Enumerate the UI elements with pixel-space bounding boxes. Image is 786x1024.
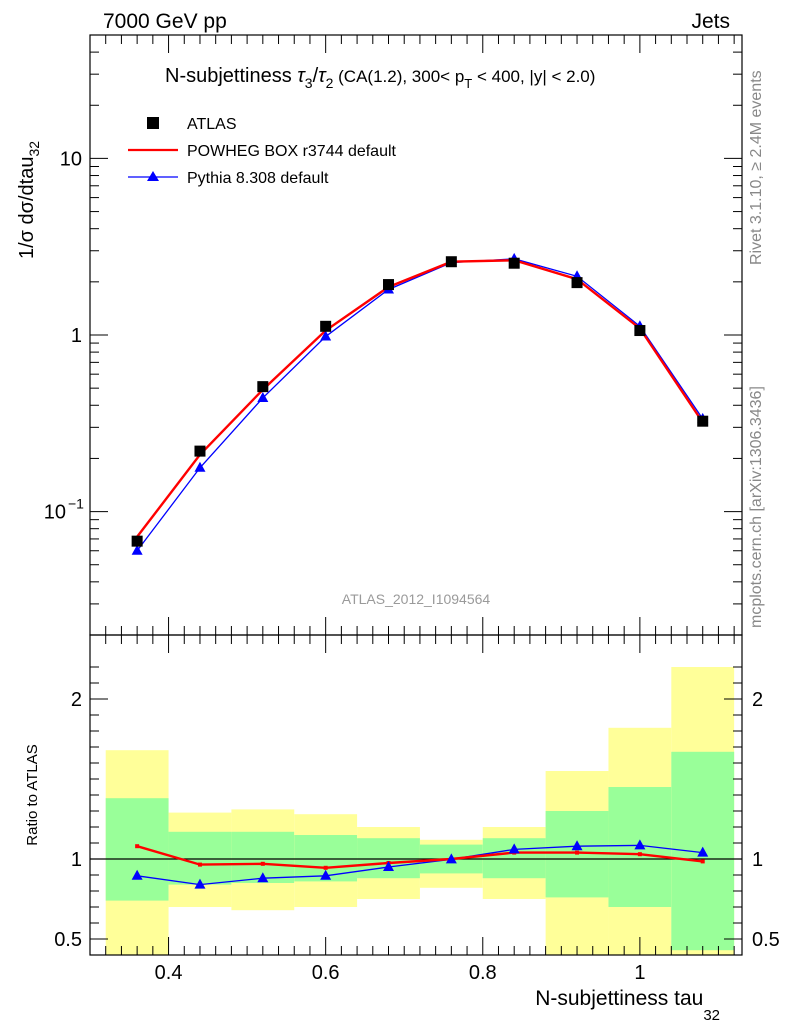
pythia-point xyxy=(131,544,143,555)
powheg-line xyxy=(136,259,704,538)
legend-atlas-marker xyxy=(147,117,159,129)
ratio-pythia-line xyxy=(137,844,703,886)
ratio-pythia-point xyxy=(131,869,143,880)
atlas-data-point xyxy=(383,279,395,291)
ratio-y-tick-label: 2 xyxy=(71,689,82,711)
ratio-pythia-point xyxy=(320,869,332,880)
main-y-axis-label: 1/σ dσ/dtau32 xyxy=(16,141,42,259)
x-tick-label: 0.6 xyxy=(312,962,340,984)
ratio-axis-ticks: 0.5 0.5 1 1 2 2 0.4 0.6 0.8 1 xyxy=(54,635,780,984)
x-tick-label: 0.8 xyxy=(469,962,497,984)
atlas-data-point xyxy=(131,535,143,547)
legend-pythia-marker xyxy=(147,171,159,181)
atlas-data-point xyxy=(508,257,520,269)
ratio-powheg-point xyxy=(197,862,202,867)
ratio-series-group xyxy=(131,839,709,889)
ratio-band-stat xyxy=(357,838,420,879)
pythia-point xyxy=(257,391,269,402)
pythia-line xyxy=(136,258,704,552)
header-process-label: Jets xyxy=(691,10,730,33)
ratio-y-tick-label: 0.5 xyxy=(54,929,82,951)
atlas-data-point xyxy=(257,381,269,393)
x-axis-label: N-subjettiness tau32 xyxy=(535,987,720,1024)
ratio-y-tick-label: 1 xyxy=(71,849,82,871)
chart-title: N-subjettiness τ3/τ2 (CA(1.2), 300< pT <… xyxy=(165,65,595,91)
header-energy-label: 7000 GeV pp xyxy=(103,10,227,33)
rivet-version-label: Rivet 3.1.10, ≥ 2.4M events xyxy=(748,70,765,265)
ratio-pythia-point xyxy=(508,843,520,854)
ratio-powheg-point xyxy=(323,865,328,870)
ratio-y-axis-label: Ratio to ATLAS xyxy=(24,744,41,845)
ratio-pythia-point xyxy=(571,840,583,851)
ratio-y-tick-label-right: 0.5 xyxy=(752,929,780,951)
ratio-powheg-point xyxy=(135,844,140,849)
ratio-pythia-point xyxy=(257,872,269,883)
ratio-powheg-line xyxy=(136,845,703,870)
ratio-powheg-point xyxy=(575,850,580,855)
legend-powheg-label: POWHEG BOX r3744 default xyxy=(187,143,397,160)
ratio-band-stat xyxy=(105,798,169,901)
atlas-data-point xyxy=(194,445,206,457)
atlas-data-point xyxy=(697,415,709,427)
analysis-watermark: ATLAS_2012_I1094564 xyxy=(342,591,491,607)
main-y-tick-exponent: −1 xyxy=(68,496,84,512)
ratio-powheg-point xyxy=(637,852,642,857)
ratio-y-tick-label-right: 1 xyxy=(752,849,763,871)
ratio-uncertainty-bands xyxy=(105,667,735,955)
legend-pythia-label: Pythia 8.308 default xyxy=(187,170,329,187)
x-tick-label: 1 xyxy=(634,962,645,984)
ratio-pythia-point xyxy=(194,878,206,889)
atlas-data-point xyxy=(634,325,646,337)
main-series-group xyxy=(131,252,709,555)
pythia-point xyxy=(194,461,206,472)
ratio-powheg-point xyxy=(700,859,705,864)
main-y-tick-label: 10 xyxy=(60,148,82,170)
main-y-tick-label: 10 xyxy=(44,502,66,524)
ratio-pythia-point xyxy=(383,861,395,871)
legend-atlas-label: ATLAS xyxy=(187,116,237,133)
legend: ATLAS POWHEG BOX r3744 default Pythia 8.… xyxy=(128,116,397,187)
atlas-data-point xyxy=(571,277,583,289)
x-tick-label: 0.4 xyxy=(155,962,183,984)
ratio-pythia-point xyxy=(697,846,709,857)
main-y-tick-label: 1 xyxy=(71,325,82,347)
atlas-data-point xyxy=(445,256,457,268)
ratio-pythia-point xyxy=(445,853,457,864)
ratio-pythia-point xyxy=(634,839,646,850)
atlas-data-point xyxy=(320,320,332,332)
mcplots-reference-label: mcplots.cern.ch [arXiv:1306.3436] xyxy=(748,386,765,628)
ratio-powheg-point xyxy=(260,861,265,866)
pythia-point xyxy=(320,330,332,341)
ratio-y-tick-label-right: 2 xyxy=(752,689,763,711)
